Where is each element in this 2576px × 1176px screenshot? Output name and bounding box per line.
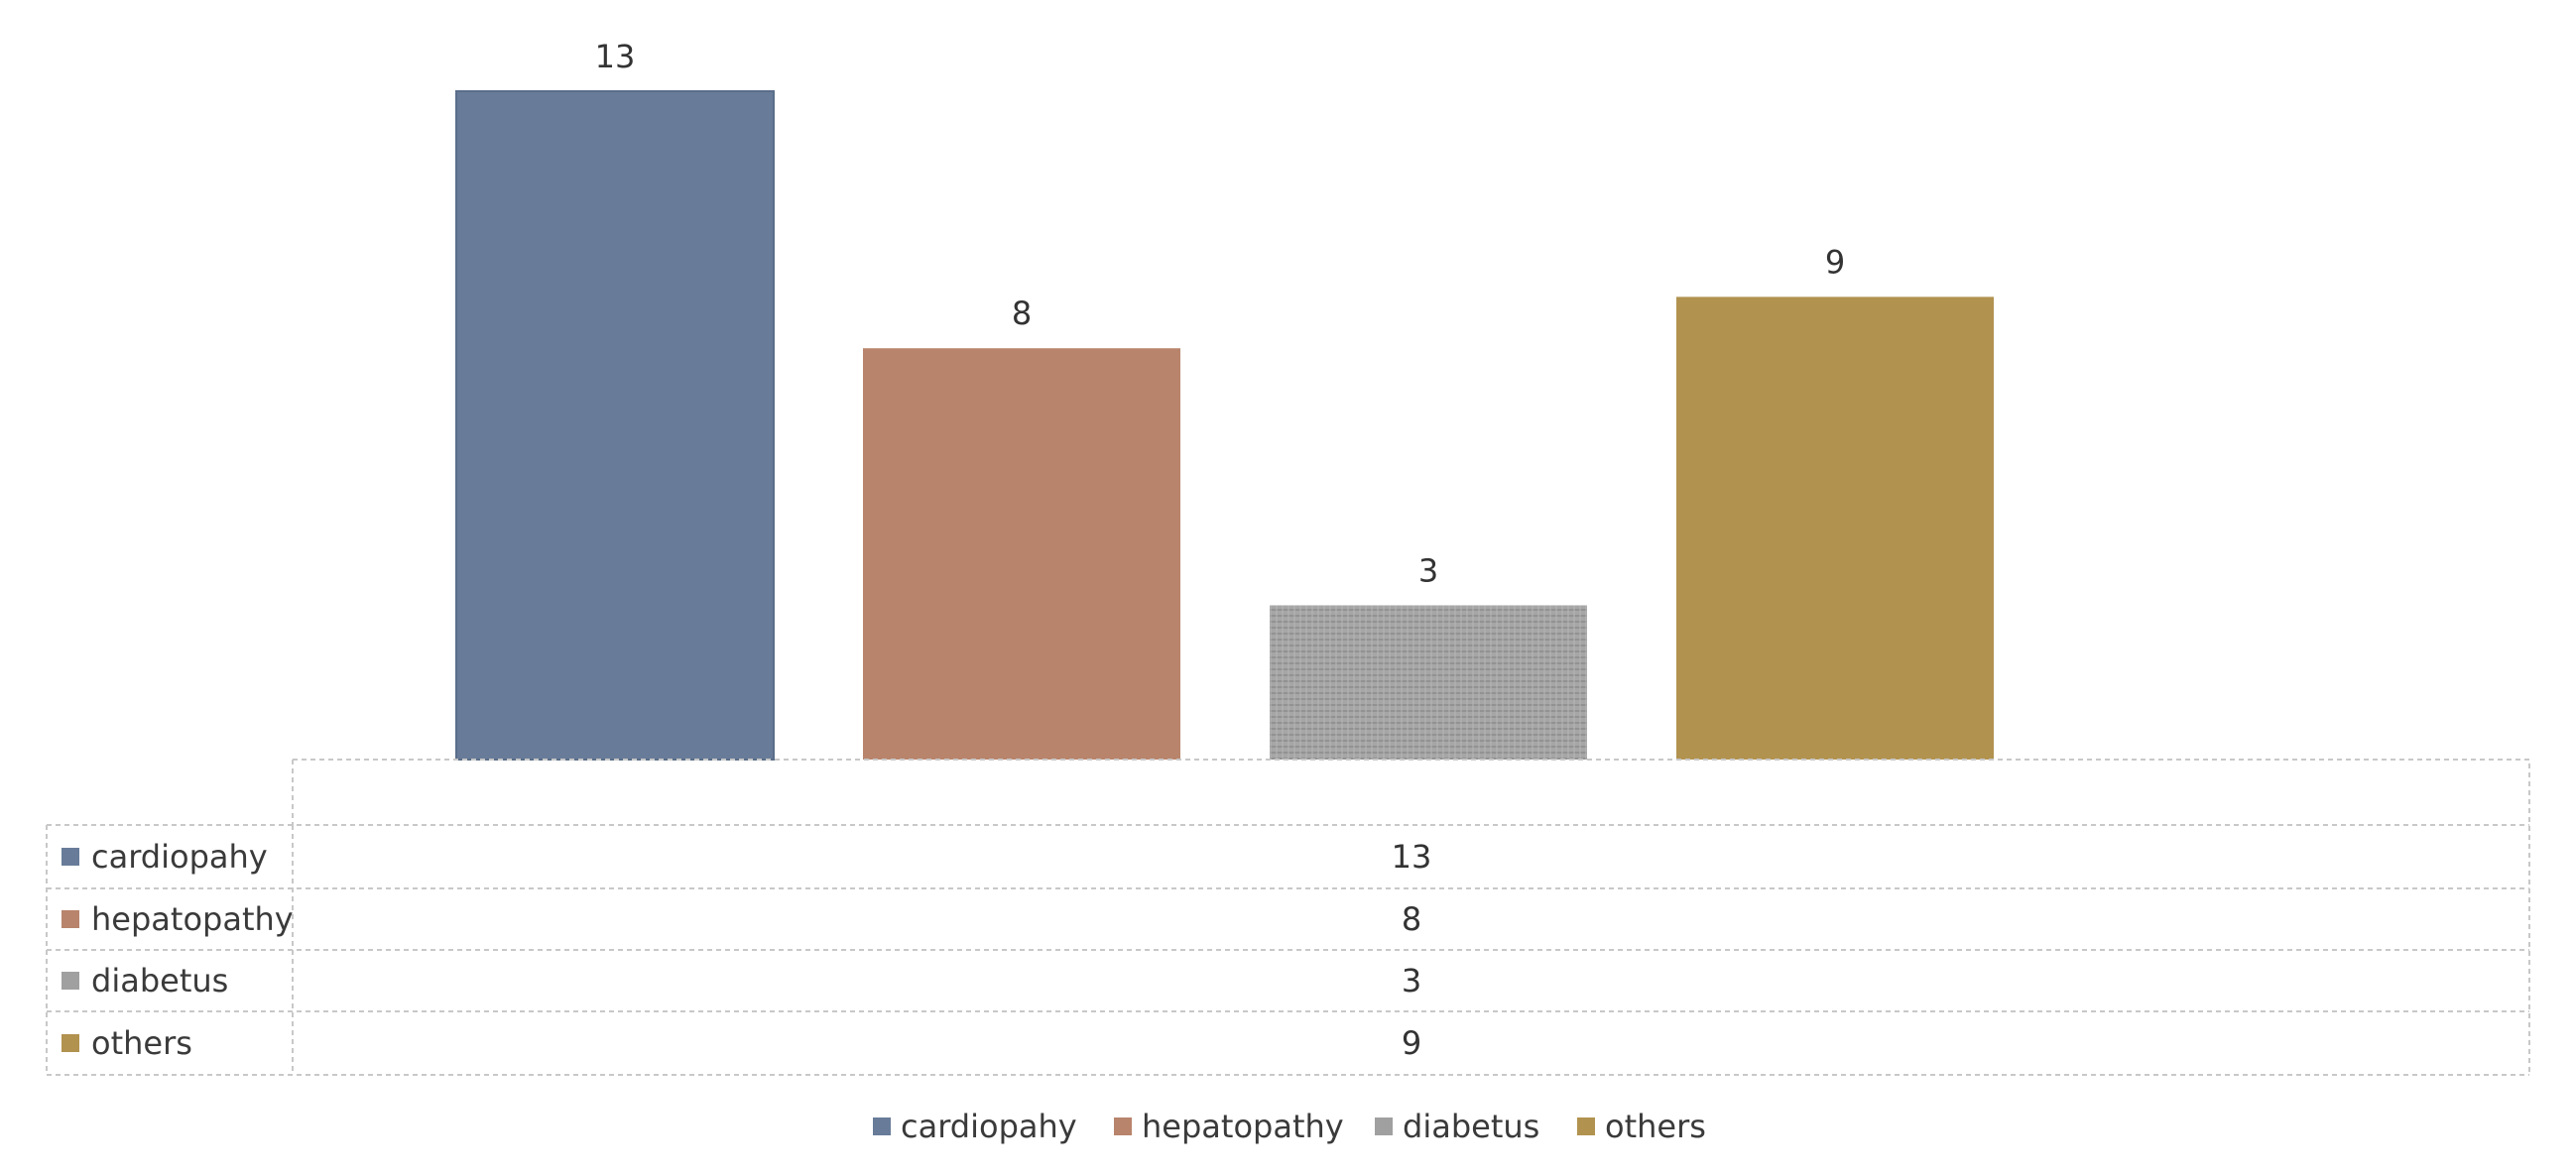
legend-label-others: others xyxy=(1605,1108,1706,1145)
data-table: cardiopahy 13 hepatopathy 8 diabetus 3 others 9 xyxy=(46,759,2530,1076)
data-label-hepatopathy: 8 xyxy=(1012,294,1032,332)
table-row-label: hepatopathy xyxy=(91,900,294,938)
table-cell-value: 8 xyxy=(1402,900,1421,938)
data-label-cardiopahy: 13 xyxy=(595,38,636,75)
table-row-label: diabetus xyxy=(91,962,228,1000)
legend-swatch-cardiopahy xyxy=(873,1117,891,1135)
legend-swatch-hepatopathy xyxy=(1114,1117,1132,1135)
bar-hepatopathy xyxy=(863,348,1180,760)
legend-label-diabetus: diabetus xyxy=(1403,1108,1539,1145)
table-border xyxy=(46,825,2529,1076)
legend: cardiopahy hepatopathy diabetus others xyxy=(873,1108,1706,1145)
bar-diabetus xyxy=(1270,605,1587,760)
bars-group: 13 8 3 9 xyxy=(455,38,1994,761)
table-cell-value: 9 xyxy=(1402,1024,1421,1062)
data-label-diabetus: 3 xyxy=(1418,551,1438,589)
data-label-others: 9 xyxy=(1825,243,1845,281)
table-swatch-cardiopahy xyxy=(61,848,79,866)
table-swatch-hepatopathy xyxy=(61,910,79,928)
table-row-label: cardiopahy xyxy=(91,838,268,876)
table-border xyxy=(293,759,2530,1075)
legend-label-cardiopahy: cardiopahy xyxy=(901,1108,1077,1145)
legend-swatch-diabetus xyxy=(1375,1117,1393,1135)
table-row-label: others xyxy=(91,1024,192,1062)
bar-cardiopahy xyxy=(455,90,775,761)
legend-label-hepatopathy: hepatopathy xyxy=(1142,1108,1344,1145)
legend-swatch-others xyxy=(1577,1117,1595,1135)
table-swatch-diabetus xyxy=(61,972,79,990)
table-swatch-others xyxy=(61,1034,79,1052)
table-cell-value: 3 xyxy=(1402,962,1421,1000)
bar-others xyxy=(1676,296,1994,760)
table-cell-value: 13 xyxy=(1392,838,1432,876)
